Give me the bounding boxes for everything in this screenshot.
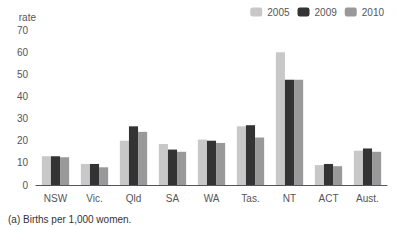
svg-text:Aust.: Aust.	[356, 193, 379, 204]
svg-text:ACT: ACT	[319, 193, 339, 204]
svg-text:30: 30	[17, 113, 29, 124]
svg-text:40: 40	[17, 91, 29, 102]
svg-text:Vic.: Vic.	[86, 193, 103, 204]
svg-text:60: 60	[17, 47, 29, 58]
svg-text:(a) Births per 1,000 women.: (a) Births per 1,000 women.	[8, 214, 131, 225]
svg-text:10: 10	[17, 157, 29, 168]
svg-text:2009: 2009	[315, 7, 338, 18]
svg-text:2005: 2005	[267, 7, 290, 18]
svg-text:Tas.: Tas.	[241, 193, 259, 204]
svg-text:50: 50	[17, 69, 29, 80]
svg-text:0: 0	[22, 180, 28, 191]
svg-text:2010: 2010	[362, 7, 385, 18]
svg-text:SA: SA	[166, 193, 180, 204]
svg-text:NT: NT	[283, 193, 296, 204]
svg-text:rate: rate	[19, 12, 37, 23]
svg-text:Qld: Qld	[126, 193, 142, 204]
svg-text:WA: WA	[204, 193, 220, 204]
svg-text:NSW: NSW	[44, 193, 68, 204]
svg-text:20: 20	[17, 135, 29, 146]
svg-text:70: 70	[17, 25, 29, 36]
